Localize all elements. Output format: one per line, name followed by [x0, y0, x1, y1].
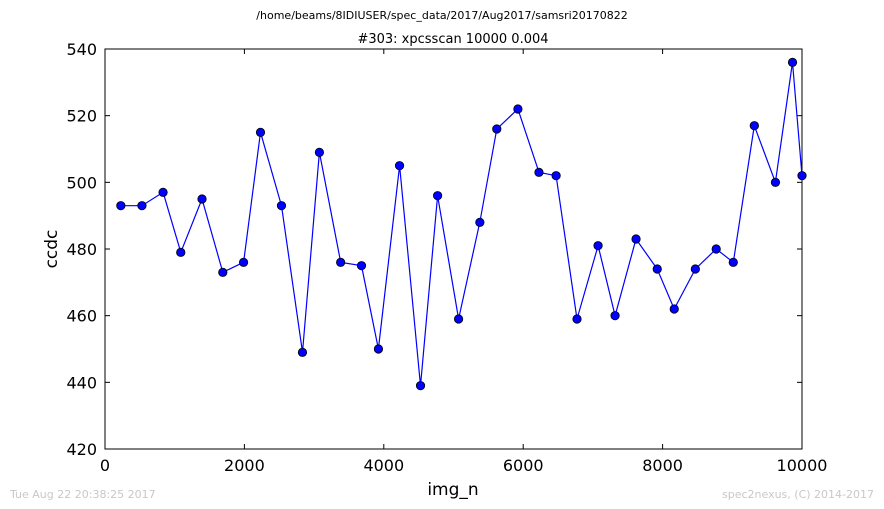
data-point — [690, 264, 700, 274]
data-point — [513, 104, 523, 114]
data-point — [297, 347, 308, 357]
data-point — [238, 257, 249, 267]
plot-frame — [104, 48, 803, 450]
data-point — [137, 201, 147, 211]
data-point — [255, 127, 266, 137]
data-point — [492, 124, 502, 134]
data-point — [572, 314, 582, 324]
data-point — [669, 304, 679, 314]
y-tick-label: 520 — [66, 107, 97, 126]
data-point — [276, 201, 287, 211]
x-tick-label: 8000 — [642, 456, 683, 475]
x-tick-label: 2000 — [224, 456, 265, 475]
data-point — [787, 57, 798, 67]
y-tick-label: 460 — [66, 307, 97, 326]
y-tick-labels: 420 440 460 480 500 520 540 — [66, 40, 97, 459]
y-tick-label: 480 — [66, 240, 97, 259]
axis-ticks — [104, 48, 803, 450]
x-tick-label: 4000 — [363, 456, 404, 475]
data-point — [551, 171, 561, 181]
data-point — [218, 267, 228, 277]
y-tick-label: 440 — [66, 373, 97, 392]
data-point — [433, 191, 443, 201]
file-path-suptitle: /home/beams/8IDIUSER/spec_data/2017/Aug2… — [256, 9, 627, 22]
chart-title: #303: xpcsscan 10000 0.004 — [357, 32, 548, 47]
series-group — [116, 57, 807, 391]
y-tick-label: 500 — [66, 173, 97, 192]
data-point — [770, 177, 781, 187]
data-point — [415, 381, 426, 391]
x-axis-label: img_n — [427, 480, 478, 500]
data-point — [158, 187, 168, 197]
plot-area — [104, 48, 807, 450]
data-point — [711, 244, 721, 254]
data-point — [749, 121, 759, 131]
y-tick-label: 420 — [66, 440, 97, 459]
data-point — [475, 217, 485, 227]
data-point — [116, 201, 126, 211]
data-point — [453, 314, 464, 324]
data-point — [314, 147, 324, 157]
data-point — [197, 194, 207, 204]
data-point — [356, 261, 367, 271]
data-point — [593, 241, 603, 251]
footer-credit: spec2nexus, (C) 2014-2017 — [722, 488, 874, 501]
data-point — [373, 344, 384, 354]
x-tick-labels: 0 2000 4000 6000 8000 10000 — [100, 456, 828, 475]
data-point — [728, 257, 738, 267]
data-point — [631, 234, 641, 244]
data-point — [797, 171, 807, 181]
y-tick-label: 540 — [66, 40, 97, 59]
data-point — [336, 257, 346, 267]
data-point — [652, 264, 662, 274]
data-point — [176, 247, 186, 257]
footer-timestamp: Tue Aug 22 20:38:25 2017 — [9, 488, 156, 501]
x-tick-label: 0 — [100, 456, 110, 475]
data-point — [534, 167, 544, 177]
x-tick-label: 6000 — [503, 456, 544, 475]
data-point — [394, 161, 405, 171]
y-axis-label: ccdc — [42, 230, 62, 269]
x-tick-label: 10000 — [777, 456, 828, 475]
data-point — [610, 311, 620, 321]
